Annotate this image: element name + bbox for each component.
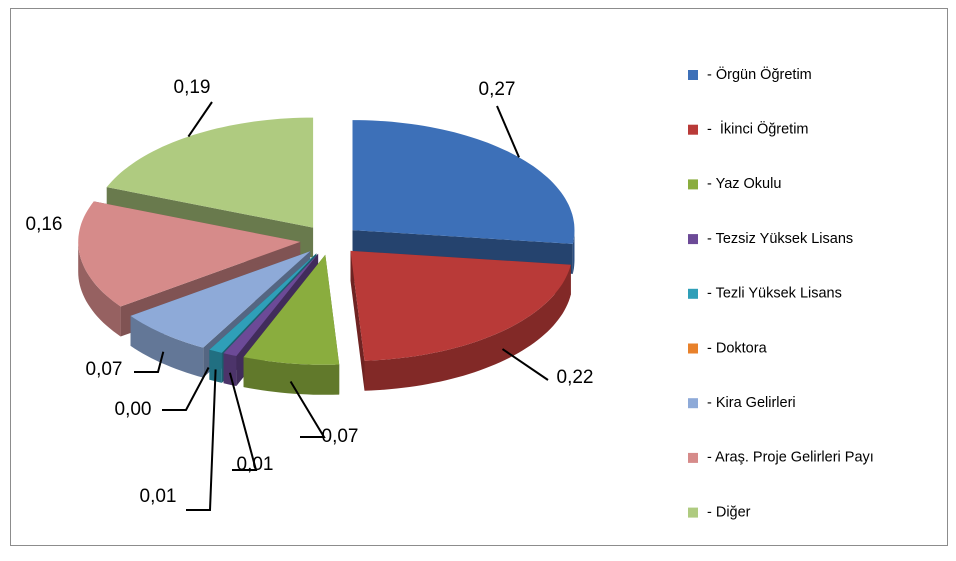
legend-label: - Diğer <box>707 504 751 520</box>
leader-line <box>162 367 210 411</box>
legend-swatch <box>688 507 698 518</box>
data-label: 0,07 <box>322 426 359 447</box>
legend-swatch <box>688 124 698 135</box>
legend-label: - Örgün Öğretim <box>707 65 812 83</box>
slice <box>223 253 319 356</box>
legend-swatch <box>688 70 698 80</box>
slice-side <box>78 241 121 337</box>
legend-swatch <box>688 234 698 245</box>
data-label: 0,01 <box>140 486 177 507</box>
slice-side <box>130 315 204 378</box>
slice <box>350 250 571 361</box>
legend-swatch <box>688 452 698 463</box>
leader-line <box>134 351 165 373</box>
legend-swatch <box>688 179 698 190</box>
legend-label: - Doktora <box>707 340 768 356</box>
legend-label: - Yaz Okulu <box>707 176 781 192</box>
data-label: 0,22 <box>557 367 594 388</box>
slice <box>130 251 311 348</box>
data-label: 0,27 <box>479 79 516 100</box>
legend-swatch <box>688 288 698 299</box>
data-label: 0,01 <box>237 454 274 475</box>
slice-wall <box>350 250 365 391</box>
leader-line <box>289 380 326 438</box>
legend-label: - Tezli Yüksek Lisans <box>707 286 842 302</box>
legend-label: - Araş. Proje Gelirleri Payı <box>707 450 874 466</box>
slice-side <box>243 357 340 395</box>
legend-swatch <box>688 398 698 409</box>
leader-line <box>496 105 520 158</box>
data-label: 0,16 <box>26 214 63 235</box>
leader-line <box>187 101 213 138</box>
leader-line <box>501 348 549 381</box>
slice <box>106 117 314 228</box>
slice-side <box>572 230 575 274</box>
slice <box>352 120 575 244</box>
legend-label: - Kira Gelirleri <box>707 395 796 411</box>
slice-side <box>209 349 222 383</box>
slice <box>78 201 301 307</box>
legend-label: - İkinci Öğretim <box>707 120 809 138</box>
slice-side <box>364 264 571 391</box>
slice-side <box>223 353 237 386</box>
slice-wall <box>223 253 319 384</box>
data-label: 0,19 <box>174 77 211 98</box>
data-label: 0,07 <box>86 359 123 380</box>
leader-line <box>186 369 217 511</box>
legend-swatch <box>688 343 698 354</box>
leader-line <box>228 372 258 471</box>
data-label: 0,00 <box>115 399 152 420</box>
legend-label: - Tezsiz Yüksek Lisans <box>707 231 853 247</box>
slice <box>243 254 340 365</box>
slice <box>209 253 317 353</box>
